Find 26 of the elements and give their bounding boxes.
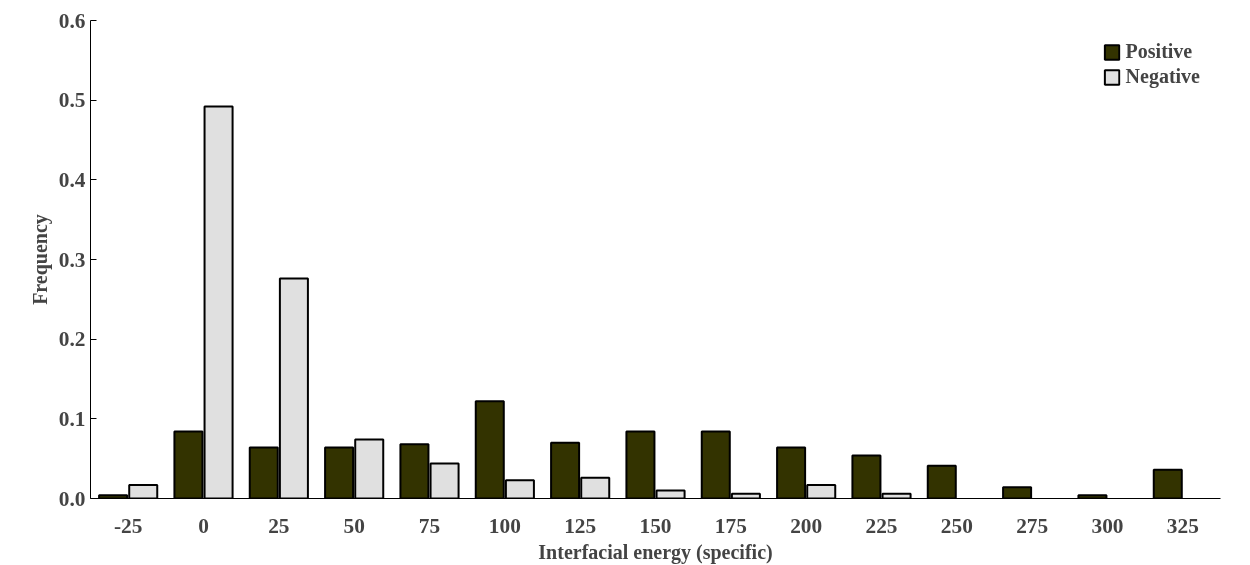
x-tick-label: 250 [940, 513, 973, 538]
x-tick-label: 275 [1016, 513, 1049, 538]
x-tick-label: 300 [1091, 513, 1124, 538]
x-tick-label: 0 [198, 513, 209, 538]
y-tick-label: 0.4 [58, 167, 86, 192]
legend-label: Negative [1125, 65, 1200, 88]
y-tick-label: 0.1 [58, 406, 86, 431]
y-tick-label: 0.5 [58, 88, 86, 113]
y-tick-label: 0.2 [58, 327, 86, 352]
x-axis-title: Interfacial energy (specific) [538, 540, 773, 564]
y-tick-label: 0.6 [58, 8, 86, 33]
y-tick-label: 0.0 [58, 486, 86, 511]
x-tick-label: -25 [113, 513, 143, 538]
x-tick-label: 50 [343, 513, 365, 538]
legend-label: Positive [1125, 40, 1193, 63]
x-tick-label: 225 [865, 513, 898, 538]
x-tick-label: 25 [268, 513, 290, 538]
x-tick-label: 200 [790, 513, 823, 538]
x-tick-label: 75 [418, 513, 441, 538]
y-axis-title: Frequency [28, 214, 52, 305]
y-tick-label: 0.3 [58, 247, 86, 272]
x-tick-label: 100 [488, 513, 521, 538]
x-tick-label: 150 [639, 513, 672, 538]
x-tick-label: 175 [714, 513, 747, 538]
x-tick-label: 125 [564, 513, 597, 538]
x-tick-label: 325 [1166, 513, 1199, 538]
